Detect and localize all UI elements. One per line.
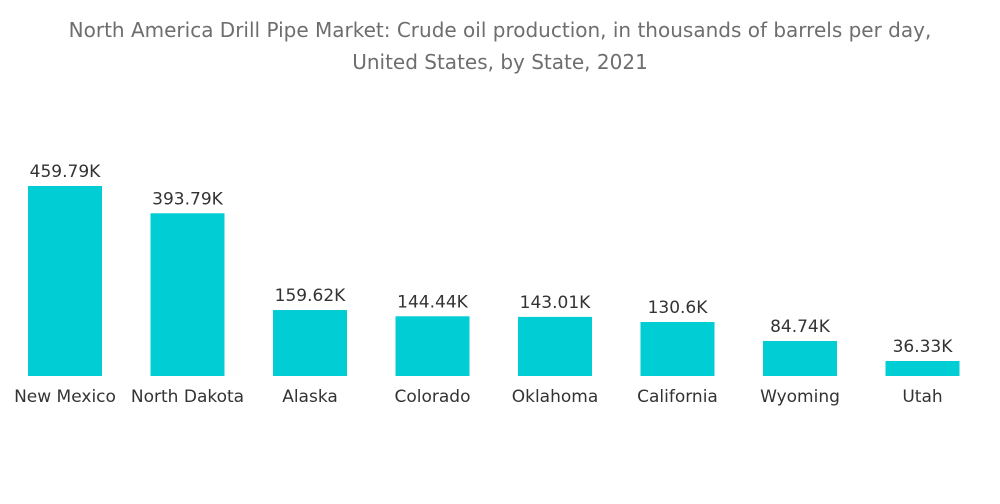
category-label-colorado: Colorado xyxy=(395,387,471,407)
data-label-utah: 36.33K xyxy=(893,337,954,357)
data-label-california: 130.6K xyxy=(648,298,709,318)
bar-alaska xyxy=(273,310,347,376)
category-label-california: California xyxy=(637,387,718,407)
data-label-colorado: 144.44K xyxy=(397,292,468,312)
category-label-north-dakota: North Dakota xyxy=(131,387,244,407)
bar-colorado xyxy=(395,316,470,376)
category-label-alaska: Alaska xyxy=(282,387,338,407)
data-label-alaska: 159.62K xyxy=(275,286,346,306)
category-label-new-mexico: New Mexico xyxy=(14,387,116,407)
bar-north-dakota xyxy=(150,213,225,376)
bar-utah xyxy=(885,360,960,376)
chart-title-line-1: North America Drill Pipe Market: Crude o… xyxy=(68,18,932,42)
data-label-oklahoma: 143.01K xyxy=(520,293,591,313)
bars-group xyxy=(28,186,960,376)
data-label-wyoming: 84.74K xyxy=(770,317,831,337)
chart-title-line-2: United States, by State, 2021 xyxy=(352,50,648,74)
bar-wyoming xyxy=(763,340,837,376)
category-label-wyoming: Wyoming xyxy=(760,387,840,407)
chart-title: North America Drill Pipe Market: Crude o… xyxy=(0,14,1000,78)
category-label-utah: Utah xyxy=(902,387,942,407)
data-label-north-dakota: 393.79K xyxy=(152,189,223,209)
category-label-oklahoma: Oklahoma xyxy=(512,387,599,407)
data-label-new-mexico: 459.79K xyxy=(30,162,101,182)
bar-california xyxy=(640,322,715,376)
value-labels-group: 459.79K 393.79K 159.62K 144.44K 143.01K 130.6… xyxy=(30,162,954,357)
bar-oklahoma xyxy=(518,316,592,376)
bar-new-mexico xyxy=(28,186,102,376)
category-labels-group: New Mexico North Dakota Alaska Colorado Okla… xyxy=(14,387,943,407)
